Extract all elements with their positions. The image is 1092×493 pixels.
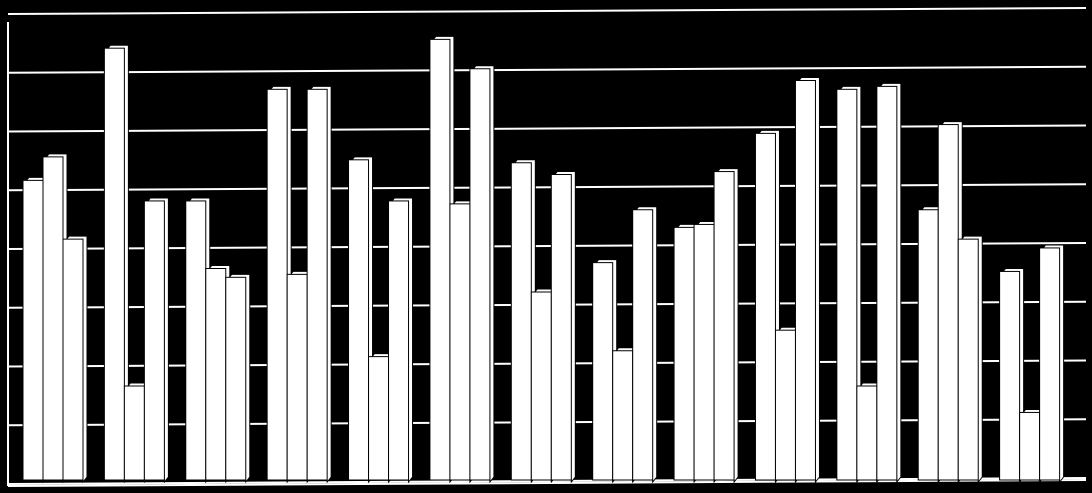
bar [22, 179, 44, 481]
bar [856, 385, 878, 481]
bar [143, 200, 165, 481]
bar [836, 88, 858, 481]
bar [286, 273, 308, 481]
bar [1039, 247, 1061, 481]
grid-line [7, 124, 1087, 133]
bar [754, 132, 776, 481]
bar [266, 88, 288, 481]
bar [185, 200, 207, 481]
bar [368, 356, 390, 481]
bar [205, 268, 227, 481]
bar [957, 238, 979, 481]
bar [388, 200, 410, 481]
bar [713, 171, 735, 481]
bar [794, 80, 816, 481]
bar [225, 276, 247, 481]
bar [917, 209, 939, 481]
bar [1019, 411, 1041, 481]
bar [876, 85, 898, 481]
bar [530, 291, 552, 481]
bar [348, 159, 370, 481]
bar [550, 174, 572, 481]
bar [999, 270, 1021, 481]
bar [123, 385, 145, 481]
bar [103, 47, 125, 481]
grid-line [7, 7, 1087, 15]
bar [673, 226, 695, 481]
bar [469, 68, 491, 481]
bar [62, 238, 84, 481]
bar [612, 350, 634, 481]
bar [449, 203, 471, 481]
bar [510, 162, 532, 481]
bar [774, 329, 796, 481]
grid-line [7, 477, 1087, 485]
bar [693, 223, 715, 481]
bar [306, 88, 328, 481]
bar [632, 209, 654, 481]
bar [42, 156, 64, 481]
bar [429, 38, 451, 481]
grid-line [7, 183, 1087, 192]
bar [937, 124, 959, 481]
bar [592, 262, 614, 481]
grid-line [7, 65, 1087, 74]
floor-edge [7, 479, 1087, 487]
